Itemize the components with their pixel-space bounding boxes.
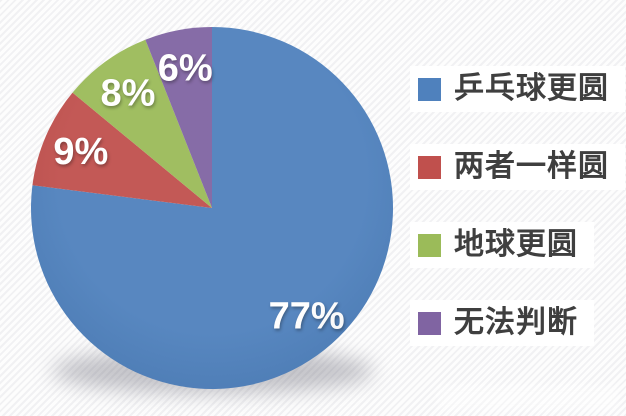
pie-data-label-2: 8% <box>101 72 156 114</box>
legend-swatch-green <box>418 233 441 257</box>
pie-slice-3 <box>145 27 212 208</box>
legend-label: 两者一样圆 <box>454 150 609 183</box>
legend: 乒乓球更圆 两者一样圆 地球更圆 无法判断 <box>410 66 625 378</box>
legend-label: 地球更圆 <box>454 228 578 261</box>
legend-item-pingpong: 乒乓球更圆 <box>410 66 625 112</box>
pie-slice-0 <box>31 27 394 390</box>
legend-label: 无法判断 <box>454 306 578 339</box>
pie-slice-2 <box>72 39 212 209</box>
pie-data-label-0: 77% <box>269 295 345 337</box>
pie-data-label-3: 6% <box>158 48 213 90</box>
legend-swatch-red <box>418 155 441 179</box>
legend-swatch-blue <box>418 77 441 101</box>
legend-item-cannot-judge: 无法判断 <box>410 300 594 346</box>
legend-item-both-equal: 两者一样圆 <box>410 144 625 190</box>
watermark <box>438 386 618 410</box>
legend-swatch-purple <box>418 311 441 335</box>
pie-slice-1 <box>32 92 213 208</box>
pie-data-label-1: 9% <box>53 131 108 173</box>
legend-label: 乒乓球更圆 <box>454 72 609 105</box>
legend-item-earth: 地球更圆 <box>410 222 594 268</box>
